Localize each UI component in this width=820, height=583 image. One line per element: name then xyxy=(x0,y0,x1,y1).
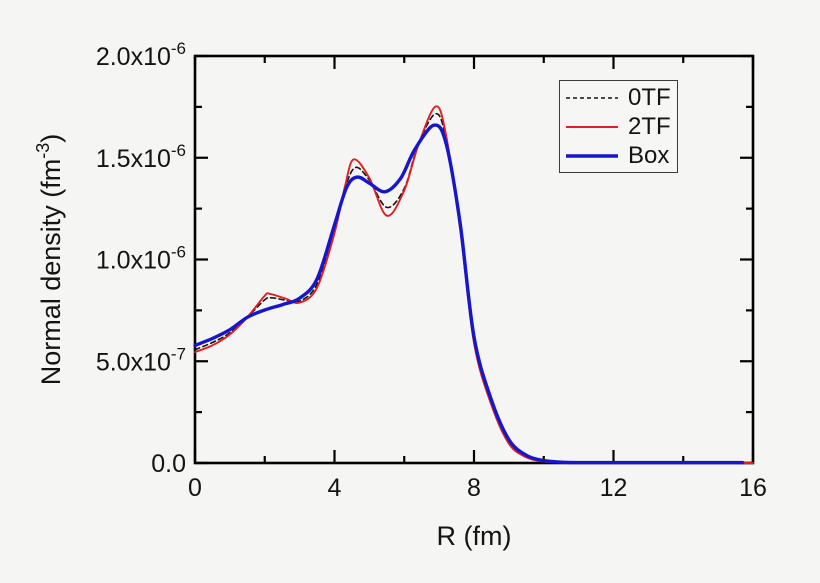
legend-item-0tf: 0TF xyxy=(564,83,673,112)
legend-label: 0TF xyxy=(628,83,671,111)
legend: 0TF 2TF Box xyxy=(559,80,678,173)
legend-item-2tf: 2TF xyxy=(564,112,673,141)
x-tick-label: 12 xyxy=(600,474,628,502)
legend-line-sample-box xyxy=(566,153,618,158)
x-tick-label: 0 xyxy=(188,474,202,502)
y-tick-label: 1.5x10-6 xyxy=(96,141,186,173)
x-tick-label: 16 xyxy=(739,474,767,502)
y-axis-title: Normal density (fm-3) xyxy=(33,134,66,386)
legend-item-box: Box xyxy=(564,141,673,170)
legend-label: Box xyxy=(628,141,670,169)
x-tick-label: 8 xyxy=(467,474,481,502)
y-tick-label: 5.0x10-7 xyxy=(96,344,186,376)
x-tick-label: 4 xyxy=(328,474,342,502)
y-tick-label: 1.0x10-6 xyxy=(96,243,186,275)
y-ticks xyxy=(195,54,753,465)
x-tick-labels: 0 4 8 12 16 xyxy=(188,474,767,502)
legend-line-sample-0tf xyxy=(566,96,618,99)
legend-label: 2TF xyxy=(628,112,671,140)
x-axis-title: R (fm) xyxy=(437,521,512,551)
y-tick-label: 0.0 xyxy=(151,450,186,478)
y-tick-labels: 0.0 5.0x10-7 1.0x10-6 1.5x10-6 2.0x10-6 xyxy=(96,39,186,478)
y-tick-label: 2.0x10-6 xyxy=(96,39,186,71)
legend-line-sample-2tf xyxy=(566,125,618,128)
curve-box xyxy=(193,123,745,465)
axis-titles: R (fm) Normal density (fm-3) xyxy=(33,134,511,551)
curves xyxy=(193,105,754,465)
